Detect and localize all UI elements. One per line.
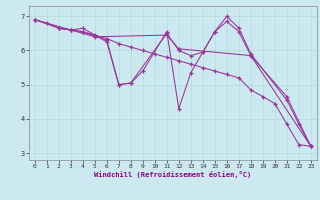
X-axis label: Windchill (Refroidissement éolien,°C): Windchill (Refroidissement éolien,°C) xyxy=(94,171,252,178)
